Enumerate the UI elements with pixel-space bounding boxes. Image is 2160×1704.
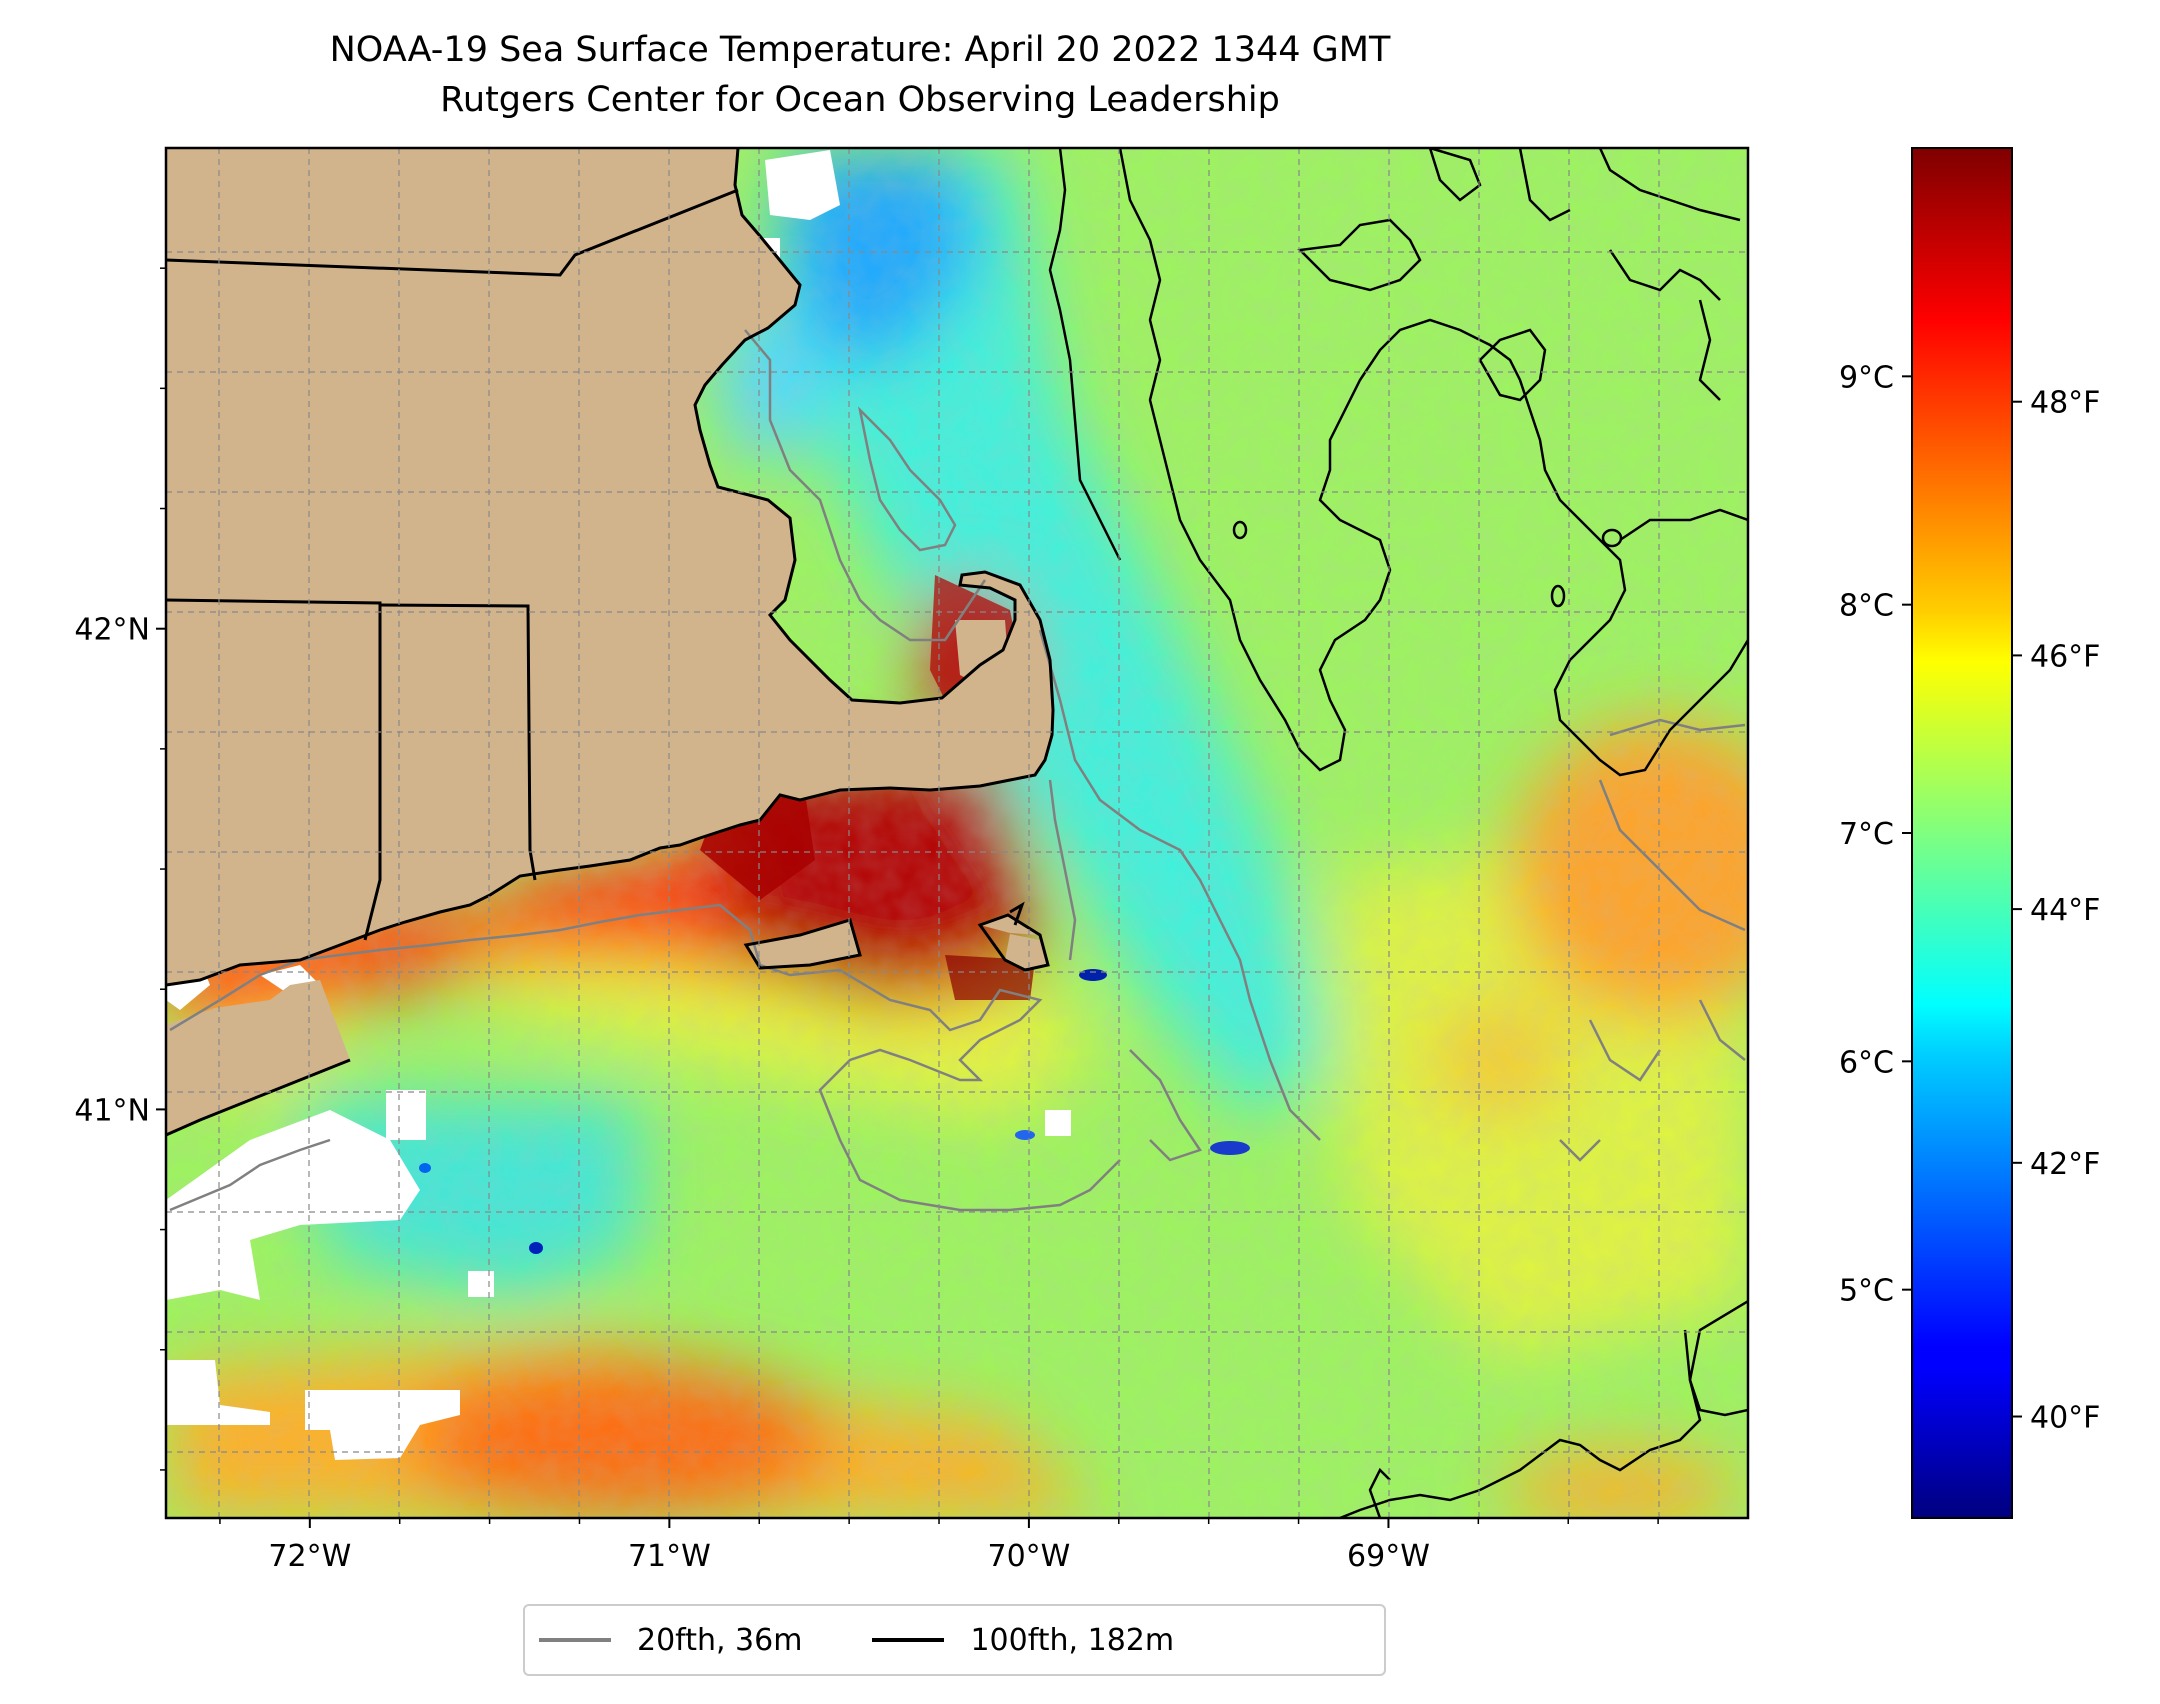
colorbar-celsius-label: 9°C — [1839, 360, 1894, 395]
cloud-mask — [166, 150, 1071, 1460]
lon-tick-label: 70°W — [987, 1539, 1070, 1574]
colorbar-gradient — [1912, 148, 2012, 1518]
legend: 20fth, 36m 100fth, 182m — [523, 1604, 1386, 1676]
axis-ticks: 72°W 71°W 70°W 69°W 42°N 41°N — [74, 267, 1659, 1574]
colorbar-celsius-label: 8°C — [1839, 589, 1894, 624]
legend-label-20fth: 20fth, 36m — [637, 1622, 803, 1658]
legend-item-100fth: 100fth, 182m — [872, 1623, 1174, 1658]
map-frame — [164, 146, 1750, 1520]
legend-item-20fth: 20fth, 36m — [539, 1623, 802, 1658]
legend-label-100fth: 100fth, 182m — [970, 1622, 1175, 1658]
coastline — [166, 148, 1055, 1137]
gridlines — [166, 148, 1748, 1518]
isobath-20fth — [169, 329, 1746, 1212]
colorbar-fahrenheit-label: 46°F — [2030, 639, 2100, 674]
colorbar: 5°C 6°C 7°C 8°C 9°C 40°F 42°F 44°F 46°F 48°F — [1839, 147, 2100, 1519]
legend-swatch-100fth — [872, 1638, 945, 1642]
colorbar-fahrenheit-label: 48°F — [2030, 386, 2100, 421]
colorbar-fahrenheit-label: 42°F — [2030, 1147, 2100, 1182]
colorbar-celsius-label: 5°C — [1839, 1274, 1894, 1309]
lat-tick-label: 42°N — [74, 613, 150, 648]
lon-tick-label: 71°W — [628, 1539, 711, 1574]
chart-title: NOAA-19 Sea Surface Temperature: April 2… — [329, 30, 1391, 70]
legend-swatch-20fth — [539, 1638, 611, 1642]
isobath-100fth — [1048, 148, 1748, 1518]
colorbar-ticks: 5°C 6°C 7°C 8°C 9°C 40°F 42°F 44°F 46°F 48°F — [1839, 360, 2100, 1435]
lat-tick-label: 41°N — [74, 1093, 150, 1128]
lon-tick-label: 69°W — [1347, 1539, 1430, 1574]
chart-subtitle: Rutgers Center for Ocean Observing Leade… — [440, 80, 1280, 120]
land — [166, 148, 1053, 1135]
lon-tick-label: 72°W — [268, 1539, 351, 1574]
colorbar-celsius-label: 7°C — [1839, 817, 1894, 852]
colorbar-fahrenheit-label: 44°F — [2030, 893, 2100, 928]
colorbar-fahrenheit-label: 40°F — [2030, 1401, 2100, 1436]
colorbar-celsius-label: 6°C — [1839, 1045, 1894, 1080]
